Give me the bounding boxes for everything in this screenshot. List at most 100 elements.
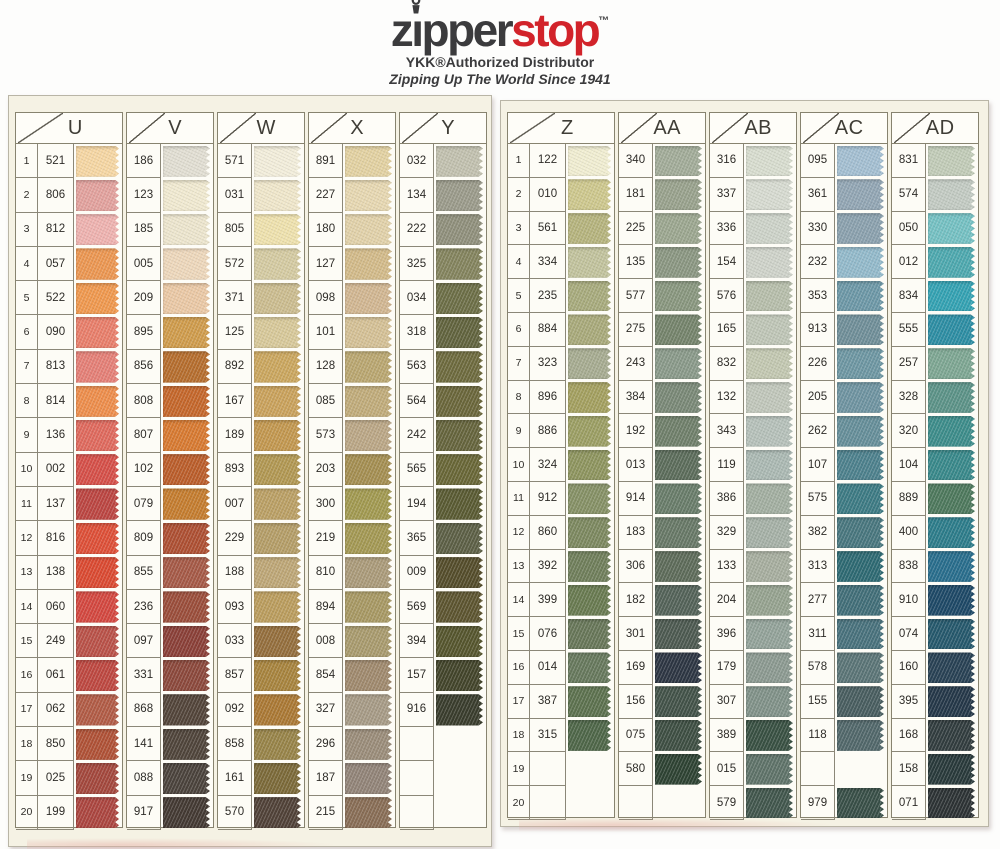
row-number: 8	[16, 384, 38, 419]
color-code: 813	[38, 349, 74, 385]
column-header-AB: AB	[710, 113, 796, 144]
zipper-tape-swatch-AD-834	[928, 280, 975, 312]
row-W-9: 189	[218, 418, 304, 453]
row-W-14: 093	[218, 589, 304, 625]
zipper-tape-swatch-W-571	[254, 145, 301, 177]
row-Y-10: 565	[400, 452, 486, 487]
zipper-tape-swatch-AC-226	[837, 348, 884, 380]
swatch-area	[161, 350, 213, 384]
row-number: 7	[16, 349, 38, 385]
zipper-tape-swatch-AA-013	[655, 449, 702, 481]
zipper-tape-swatch-AB-579	[746, 787, 793, 819]
zipper-tape-swatch-V-868	[163, 694, 210, 726]
row-X-17: 327	[309, 692, 395, 728]
column-W: W 571 031 805 572 371 125 892 167 189 893 007 229 188…	[217, 112, 305, 830]
zipper-tape-swatch-AD-050	[928, 213, 975, 244]
swatch-area	[566, 144, 614, 178]
column-header-AA: AA	[619, 113, 705, 144]
row-Z-8: 8 896	[508, 380, 614, 415]
zipper-tape-swatch-V-185	[163, 214, 210, 246]
left-swatch-panel: U 1 521 2 806 3 812 4 057 5 522 6 090 7 813 8 814 9 136 10 0…	[8, 95, 492, 849]
color-code: 889	[892, 481, 926, 516]
swatch-area	[566, 381, 614, 415]
color-code: 325	[400, 246, 434, 282]
row-number: 11	[508, 481, 530, 516]
zipper-pull-i: ı	[411, 0, 424, 54]
row-number: 2	[508, 177, 530, 212]
swatch-area	[835, 178, 887, 212]
color-code: 296	[309, 727, 343, 762]
swatch-area	[835, 482, 887, 516]
swatch-area	[343, 796, 395, 830]
swatch-area	[744, 448, 796, 482]
zipper-tape-swatch-U-812	[76, 214, 119, 246]
row-V-17: 868	[127, 692, 213, 728]
row-AD-10: 104	[892, 448, 978, 482]
swatch-area	[926, 482, 978, 516]
color-code: 169	[619, 650, 653, 685]
swatch-area	[653, 347, 705, 381]
swatch-area	[343, 144, 395, 178]
swatch-area	[566, 245, 614, 279]
zipper-tape-swatch-AA-580	[655, 753, 702, 785]
zipper-tape-swatch-Z-323	[568, 348, 611, 380]
row-AC-12: 382	[801, 515, 887, 550]
zipper-tape-swatch-Y-564	[436, 385, 483, 417]
color-code: 805	[218, 212, 252, 247]
zipper-tape-swatch-AC-979	[837, 787, 884, 819]
row-U-19: 19 025	[16, 761, 122, 796]
row-number: 6	[16, 315, 38, 350]
color-code: 910	[892, 583, 926, 618]
color-code: 013	[619, 448, 653, 482]
zipper-tape-swatch-AB-316	[746, 145, 793, 177]
row-U-17: 17 062	[16, 692, 122, 728]
swatch-area	[252, 658, 304, 692]
swatch-area	[434, 453, 486, 487]
zipper-tape-swatch-U-850	[76, 728, 119, 760]
swatch-area	[566, 482, 614, 516]
zipper-tape-swatch-AA-301	[655, 618, 702, 650]
row-AA-7: 243	[619, 346, 705, 381]
zipper-tape-swatch-U-062	[76, 694, 119, 726]
color-code: 361	[801, 177, 835, 212]
color-code: 057	[38, 246, 74, 282]
row-Z-2: 2 010	[508, 177, 614, 212]
row-AB-9: 343	[710, 414, 796, 449]
swatch-area	[74, 693, 122, 727]
row-U-18: 18 850	[16, 727, 122, 762]
zipper-tape-swatch-AC-313	[837, 551, 884, 582]
row-number: 1	[16, 144, 38, 179]
row-number: 15	[16, 624, 38, 659]
zipper-tape-swatch-X-296	[345, 728, 392, 760]
row-Y-16: 157	[400, 658, 486, 693]
color-code: 136	[38, 418, 74, 453]
swatch-area	[744, 482, 796, 516]
row-AD-20: 071	[892, 786, 978, 820]
row-AB-15: 396	[710, 617, 796, 651]
row-V-18: 141	[127, 727, 213, 762]
row-W-5: 371	[218, 281, 304, 316]
row-AD-3: 050	[892, 211, 978, 246]
color-code: 165	[710, 312, 744, 347]
zipper-tape-swatch-AC-382	[837, 517, 884, 549]
swatch-area	[566, 516, 614, 550]
row-X-19: 187	[309, 761, 395, 796]
zipper-tape-swatch-U-521	[76, 145, 119, 177]
row-AB-2: 337	[710, 177, 796, 212]
swatch-area	[161, 384, 213, 418]
row-number: 19	[508, 752, 530, 787]
swatch-area	[252, 418, 304, 452]
row-AC-10: 107	[801, 448, 887, 482]
color-code: 336	[710, 211, 744, 246]
color-code: 979	[801, 786, 835, 820]
swatch-area	[653, 786, 705, 820]
zipper-tape-swatch-AB-832	[746, 348, 793, 380]
row-AA-14: 182	[619, 583, 705, 618]
zipper-tape-swatch-Z-561	[568, 213, 611, 244]
color-code: 343	[710, 414, 744, 449]
color-code: 570	[218, 795, 252, 830]
swatch-area	[566, 719, 614, 753]
zipper-tape-swatch-V-088	[163, 762, 210, 795]
row-Y-14: 569	[400, 589, 486, 625]
zipper-tape-swatch-Z-399	[568, 584, 611, 616]
